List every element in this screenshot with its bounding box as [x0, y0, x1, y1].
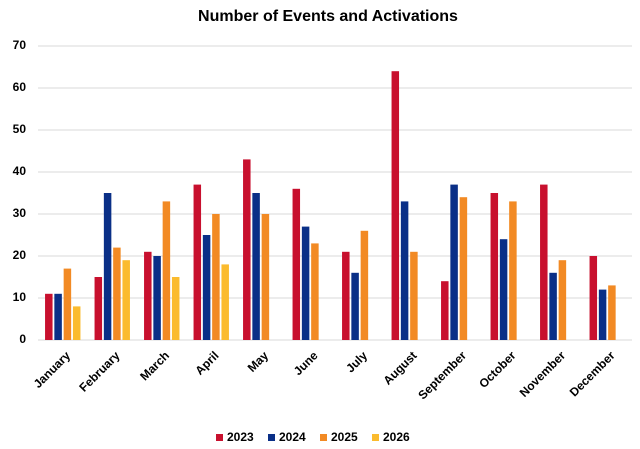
legend-label: 2026: [383, 430, 410, 444]
bar: [221, 264, 229, 340]
legend-label: 2023: [227, 430, 254, 444]
bar: [351, 272, 359, 340]
y-tick-label: 30: [13, 206, 27, 220]
bar: [549, 272, 557, 340]
bar: [243, 159, 251, 340]
legend-swatch: [268, 434, 275, 441]
y-tick-label: 20: [13, 248, 27, 262]
bar: [608, 285, 616, 340]
y-tick-label: 60: [13, 80, 27, 94]
y-tick-label: 0: [19, 332, 26, 346]
y-tick-label: 50: [13, 122, 27, 136]
bar: [598, 289, 607, 340]
legend-label: 2024: [279, 430, 306, 444]
x-tick-label: November: [517, 348, 569, 400]
bar: [202, 235, 211, 340]
chart-title: Number of Events and Activations: [198, 8, 458, 25]
x-tick-label: July: [343, 348, 370, 375]
bar: [509, 201, 517, 340]
bar: [122, 260, 130, 340]
bar: [450, 184, 458, 340]
x-tick-label: October: [476, 348, 519, 391]
y-tick-label: 70: [13, 38, 27, 52]
legend-swatch: [320, 434, 327, 441]
y-tick-label: 40: [13, 164, 27, 178]
bar: [162, 201, 171, 340]
bar: [391, 71, 400, 340]
bar: [45, 293, 53, 340]
bar: [252, 193, 260, 340]
x-tick-label: August: [380, 348, 419, 387]
x-tick-label: June: [291, 348, 321, 378]
bar: [94, 277, 103, 340]
bar: [400, 201, 409, 340]
bar: [193, 184, 202, 340]
x-tick-label: September: [415, 348, 469, 402]
x-tick-label: April: [192, 348, 221, 377]
bar: [490, 193, 499, 340]
x-tick-label: March: [137, 348, 172, 383]
bar: [261, 214, 270, 340]
bar: [103, 193, 112, 340]
y-tick-label: 10: [13, 290, 27, 304]
bar: [72, 306, 81, 340]
bar: [558, 260, 567, 340]
legend-swatch: [372, 434, 379, 441]
bar: [301, 226, 310, 340]
bar: [63, 268, 72, 340]
bar: [171, 277, 180, 340]
bar: [499, 239, 508, 340]
legend-swatch: [216, 434, 223, 441]
bar: [441, 281, 449, 340]
bar: [113, 247, 121, 340]
bar: [540, 184, 548, 340]
x-tick-label: May: [245, 348, 272, 375]
bar: [410, 251, 418, 340]
bar: [292, 188, 301, 340]
x-tick-label: January: [31, 348, 74, 391]
bar: [360, 230, 369, 340]
bar: [153, 256, 161, 340]
bar: [212, 214, 220, 340]
bar: [311, 243, 319, 340]
bar: [459, 197, 468, 340]
bar: [589, 256, 598, 340]
bar: [342, 251, 350, 340]
legend-label: 2025: [331, 430, 358, 444]
bar: [144, 251, 152, 340]
bar: [54, 293, 62, 340]
x-tick-label: December: [567, 348, 618, 399]
x-tick-label: February: [76, 348, 122, 394]
